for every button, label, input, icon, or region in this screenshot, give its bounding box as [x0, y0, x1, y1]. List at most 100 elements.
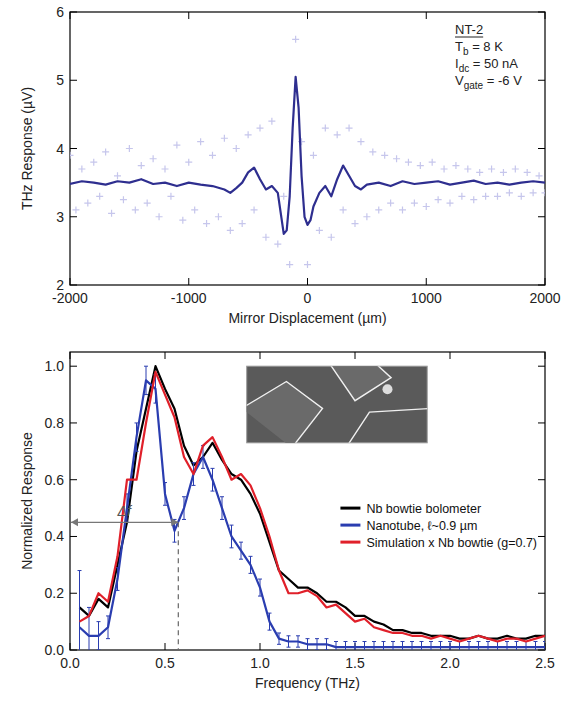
scatter-point	[90, 159, 97, 166]
x-tick-label: 1.0	[250, 655, 270, 671]
y-tick-right	[538, 216, 545, 217]
error-bar	[467, 641, 471, 650]
scatter-point	[257, 125, 264, 132]
annotation-text: NT-2	[455, 22, 483, 37]
x-tick-label: 2.0	[440, 655, 460, 671]
y-tick	[70, 650, 77, 651]
scatter-point	[251, 206, 258, 213]
error-bar	[458, 641, 462, 650]
scatter-point	[126, 145, 133, 152]
scatter-point	[542, 189, 546, 196]
y-tick	[70, 536, 77, 537]
scatter-point	[447, 200, 454, 207]
x-tick	[426, 278, 427, 285]
x-axis-title: Frequency (THz)	[255, 675, 360, 691]
inset-spot	[382, 384, 392, 394]
legend-label: Simulation x Nb bowtie (g=0.7)	[366, 536, 537, 550]
annotation: Idc = 50 nA	[455, 56, 518, 74]
error-bar	[515, 641, 519, 650]
scatter-point	[70, 152, 74, 159]
scatter-point	[114, 172, 121, 179]
scatter-point	[233, 145, 240, 152]
scatter-point	[197, 138, 204, 145]
series-line	[80, 380, 546, 647]
error-bar	[410, 641, 414, 650]
x-tick-top	[355, 352, 356, 359]
scatter-point	[328, 234, 335, 241]
y-tick	[70, 593, 77, 594]
scatter-point	[292, 36, 299, 43]
error-bar	[344, 641, 348, 650]
x-tick-label: 1.5	[345, 655, 365, 671]
y-tick	[70, 216, 77, 217]
scatter-point	[209, 152, 216, 159]
arrow-head	[171, 518, 178, 526]
plot-frame	[70, 352, 545, 650]
scatter-point	[322, 125, 329, 132]
scatter-point	[452, 162, 459, 169]
y-tick-right	[538, 366, 545, 367]
y-axis-title: THz Response (µV)	[19, 87, 35, 210]
scatter-point	[84, 200, 91, 207]
inset-pad	[328, 366, 391, 400]
scatter-point	[72, 206, 79, 213]
scatter-point	[435, 196, 442, 203]
annotation: Vgate = -6 V	[455, 73, 522, 91]
x-tick-top	[450, 352, 451, 359]
panel-0: -2000-100001000200023456Mirror Displacem…	[19, 4, 561, 326]
annotation: Tb = 8 K	[455, 39, 503, 57]
inset-image	[242, 361, 433, 448]
y-tick-label: 3	[56, 209, 64, 225]
scatter-point	[488, 165, 495, 172]
scatter-point	[458, 193, 465, 200]
scatter-point	[132, 206, 139, 213]
x-tick-top	[307, 12, 308, 19]
error-bar	[372, 641, 376, 650]
x-tick-label: 1000	[411, 290, 442, 306]
scatter-point	[144, 200, 151, 207]
scatter-point	[108, 210, 115, 217]
scatter-point	[203, 220, 210, 227]
error-bar	[543, 641, 545, 650]
scatter-point	[215, 213, 222, 220]
y-axis-title: Normalized Response	[19, 432, 35, 570]
scatter-point	[221, 135, 228, 142]
inset-content	[247, 366, 428, 443]
y-tick-right	[538, 80, 545, 81]
x-tick-top	[188, 12, 189, 19]
y-tick	[70, 366, 77, 367]
x-tick-label: -1000	[171, 290, 207, 306]
error-bar	[391, 641, 395, 650]
x-tick-top	[70, 12, 71, 19]
underline	[455, 37, 483, 38]
annotation-text: T	[455, 39, 463, 54]
plot-frame	[70, 12, 545, 285]
y-tick	[70, 422, 77, 423]
inset-pad	[247, 382, 323, 443]
y-tick-right	[538, 12, 545, 13]
y-tick	[70, 479, 77, 480]
scatter-point	[102, 148, 109, 155]
annotation-sub: gate	[464, 80, 484, 91]
legend-swatch	[340, 507, 360, 510]
legend-swatch	[340, 541, 360, 544]
scatter-point	[340, 206, 347, 213]
x-tick-top	[70, 352, 71, 359]
x-tick-label: 2000	[529, 290, 560, 306]
scatter-point	[262, 234, 269, 241]
y-tick-right	[538, 479, 545, 480]
error-bar	[496, 641, 500, 650]
series-line	[80, 372, 546, 642]
scatter-point	[399, 206, 406, 213]
scatter-point	[476, 169, 483, 176]
delta-f-label: Δf	[117, 503, 133, 519]
error-bar	[420, 641, 424, 650]
data-area	[70, 36, 545, 268]
y-tick-right	[538, 148, 545, 149]
y-tick-label: 4	[56, 141, 64, 157]
scatter-point	[500, 169, 507, 176]
scatter-point	[417, 162, 424, 169]
y-tick	[70, 148, 77, 149]
y-tick-right	[538, 650, 545, 651]
scatter-point	[423, 203, 430, 210]
